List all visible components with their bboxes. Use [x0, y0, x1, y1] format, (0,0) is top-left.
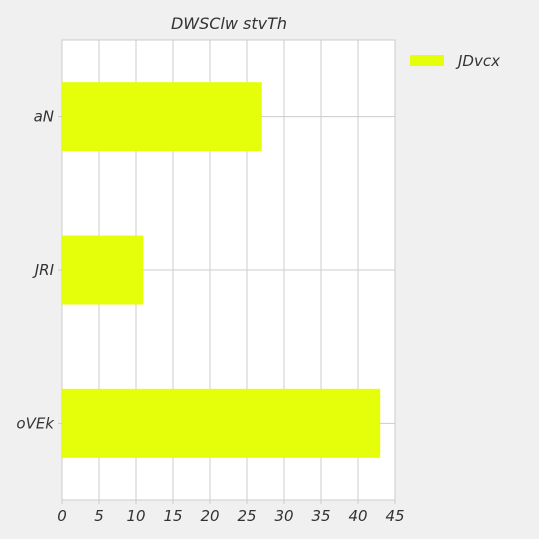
x-axis-ticks: 0 5 10 15 20 25 30 35 40 45 — [57, 500, 405, 525]
x-tick-label: 10 — [126, 507, 145, 525]
x-tick-label: 15 — [163, 507, 182, 525]
bar — [62, 82, 262, 152]
x-tick-label: 0 — [57, 507, 67, 525]
chart-title: DWSClw stvTh — [171, 14, 287, 33]
bar — [62, 235, 144, 305]
y-axis-ticks: aN JRI oVEk — [16, 108, 62, 432]
x-tick-label: 30 — [274, 507, 293, 525]
bars — [62, 82, 381, 458]
x-tick-label: 35 — [311, 507, 330, 525]
x-tick-label: 25 — [237, 507, 256, 525]
y-tick-label: oVEk — [16, 414, 55, 432]
bar — [62, 388, 381, 458]
x-tick-label: 20 — [200, 507, 219, 525]
legend: JDvcx — [410, 52, 500, 70]
y-tick-label: JRI — [32, 261, 55, 279]
x-tick-label: 5 — [94, 507, 104, 525]
y-tick-label: aN — [34, 108, 54, 126]
legend-swatch — [410, 55, 444, 66]
legend-label: JDvcx — [455, 52, 500, 70]
x-tick-label: 45 — [385, 507, 404, 525]
x-tick-label: 40 — [348, 507, 367, 525]
